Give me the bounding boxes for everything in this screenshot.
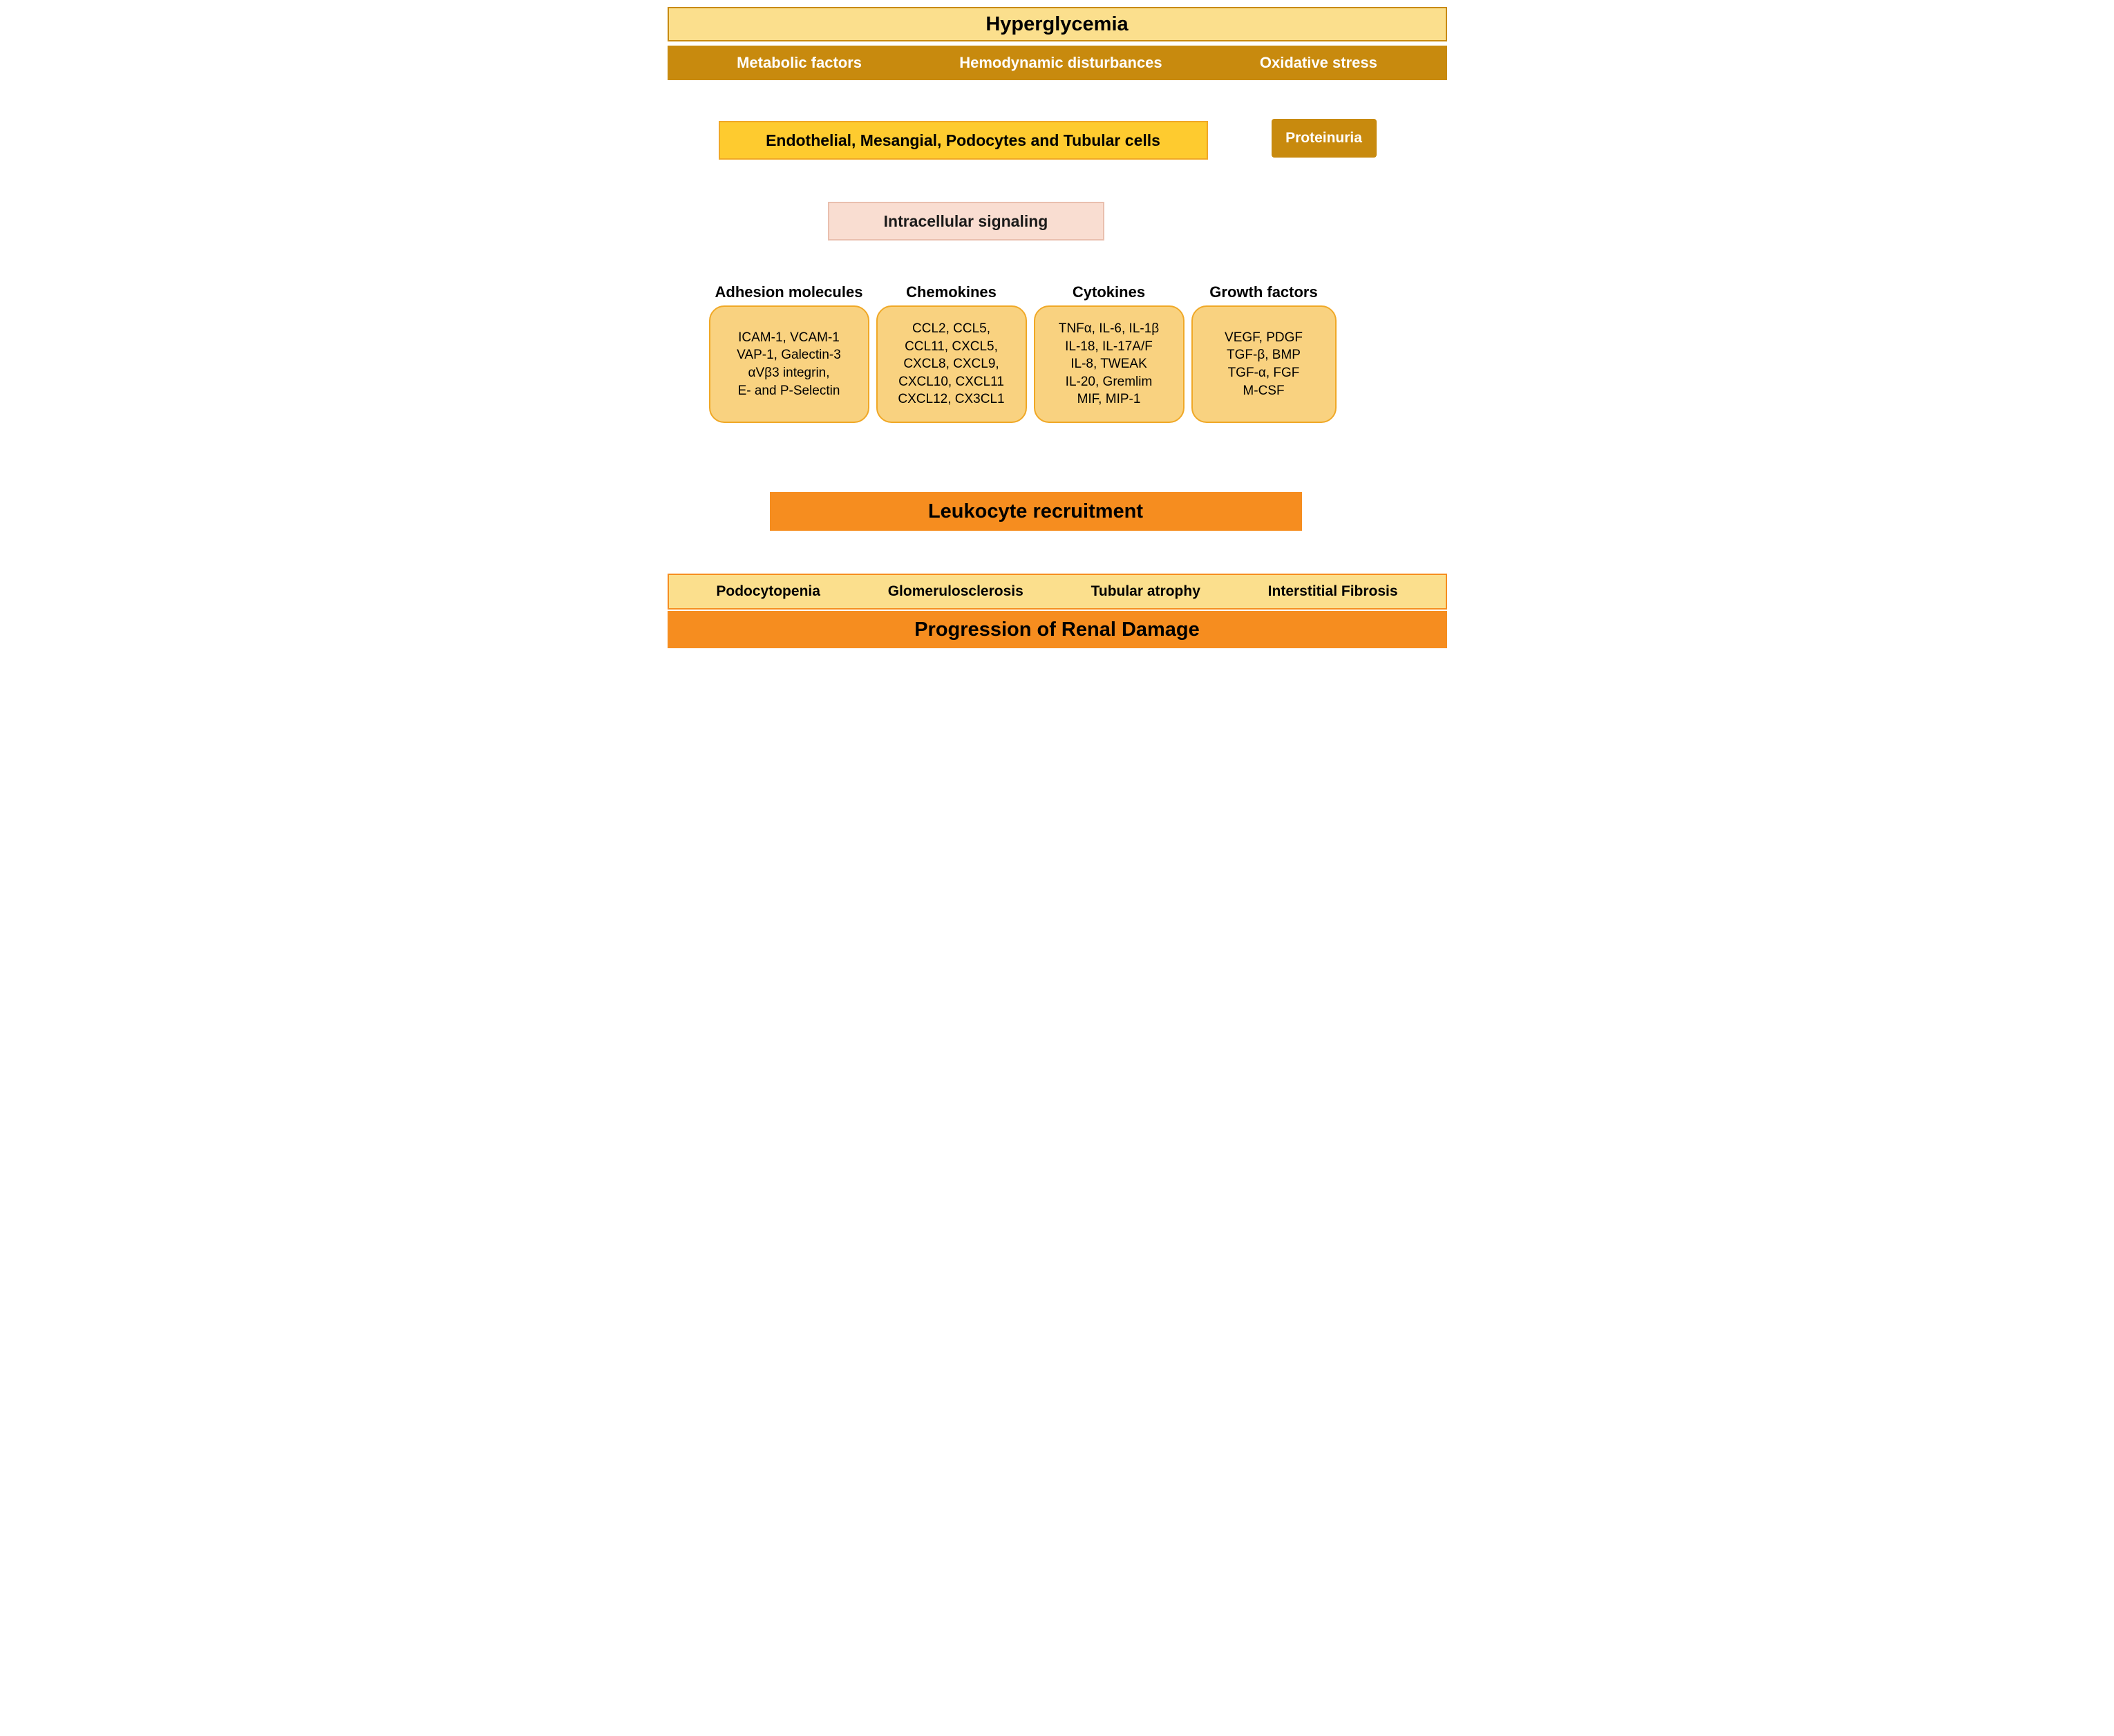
feedback-right-upper-arrow — [643, 0, 1472, 684]
